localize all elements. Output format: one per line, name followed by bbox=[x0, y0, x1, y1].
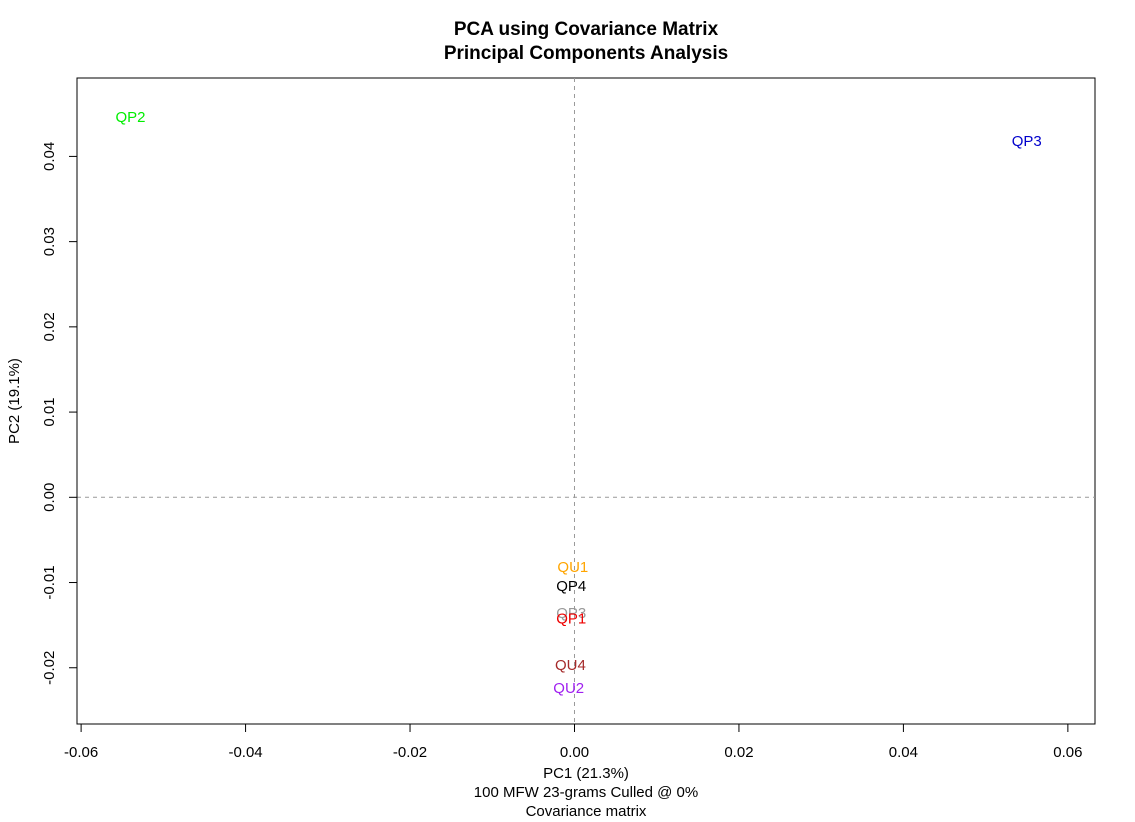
y-tick-label: 0.00 bbox=[41, 483, 58, 512]
y-tick-label: 0.01 bbox=[41, 397, 58, 426]
point-label-qp1: QP1 bbox=[556, 610, 586, 627]
y-tick-label: -0.01 bbox=[41, 565, 58, 599]
y-axis: -0.02 -0.01 0.00 0.01 0.02 0.03 0.04 bbox=[41, 142, 78, 685]
x-tick-label: -0.02 bbox=[393, 744, 427, 761]
x-tick-label: 0.00 bbox=[560, 744, 589, 761]
reference-lines bbox=[77, 78, 1095, 724]
y-tick-label: 0.04 bbox=[41, 142, 58, 171]
point-label-qp4: QP4 bbox=[556, 578, 586, 595]
x-tick-label: 0.02 bbox=[724, 744, 753, 761]
y-tick-label: 0.02 bbox=[41, 312, 58, 341]
x-tick-label: -0.04 bbox=[228, 744, 262, 761]
point-label-qp3: QP3 bbox=[556, 605, 586, 622]
point-label-qp3: QP3 bbox=[1012, 133, 1042, 150]
x-axis: -0.06 -0.04 -0.02 0.00 0.02 0.04 0.06 bbox=[64, 723, 1082, 761]
x-tick-label: 0.04 bbox=[889, 744, 918, 761]
chart-subtitle: Principal Components Analysis bbox=[444, 43, 728, 64]
x-tick-label: 0.06 bbox=[1053, 744, 1082, 761]
point-label-qu4: QU4 bbox=[555, 657, 586, 674]
point-label-qu2: QU2 bbox=[553, 680, 584, 697]
caption-line-2: Covariance matrix bbox=[526, 803, 647, 820]
y-tick-label: -0.02 bbox=[41, 651, 58, 685]
point-label-qp2: QP2 bbox=[115, 109, 145, 126]
y-tick-label: 0.03 bbox=[41, 227, 58, 256]
point-label-qu1: QU1 bbox=[557, 559, 588, 576]
chart-title: PCA using Covariance Matrix bbox=[454, 19, 719, 40]
x-axis-label: PC1 (21.3%) bbox=[543, 765, 629, 782]
x-tick-label: -0.06 bbox=[64, 744, 98, 761]
caption-line-1: 100 MFW 23-grams Culled @ 0% bbox=[474, 784, 698, 801]
y-axis-label: PC2 (19.1%) bbox=[6, 358, 23, 444]
